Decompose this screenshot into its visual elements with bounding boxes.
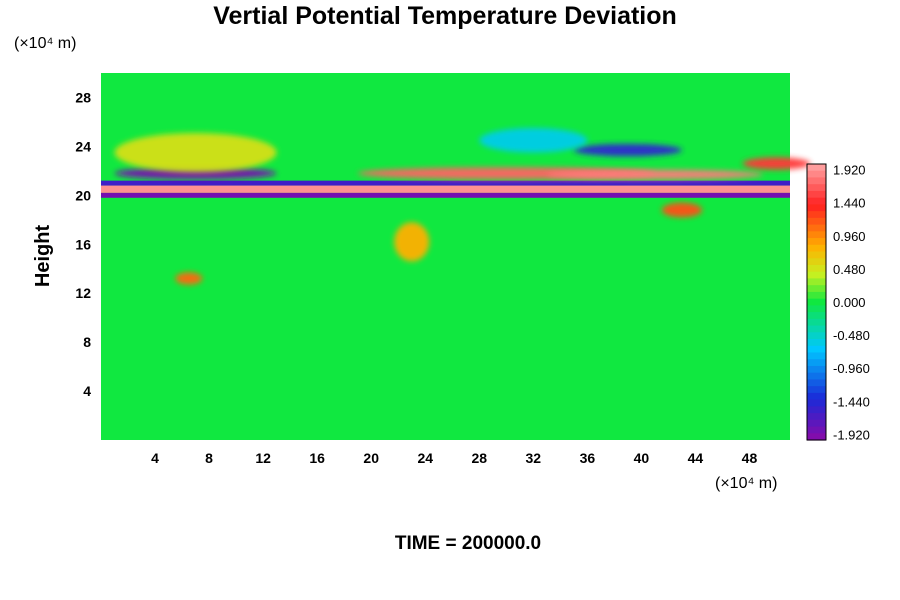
colorbar-segment (807, 271, 826, 280)
heatmap-background (101, 73, 790, 440)
colorbar-segment (807, 426, 826, 434)
y-tick-label: 20 (75, 187, 91, 203)
colorbar-segment (807, 251, 826, 259)
y-axis-unit: (×10⁴ m) (14, 35, 76, 52)
y-tick-label: 24 (75, 138, 91, 154)
colorbar-segment (807, 352, 826, 360)
x-tick-label: 48 (742, 450, 758, 466)
heatmap-blob (661, 202, 703, 218)
colorbar-segment (807, 332, 826, 340)
x-tick-label: 44 (688, 450, 704, 466)
x-axis-unit: (×10⁴ m) (715, 475, 777, 492)
colorbar-segment (807, 413, 826, 421)
colorbar-tick-label: -1.440 (833, 394, 870, 409)
x-tick-label: 40 (634, 450, 650, 466)
colorbar-segment (807, 291, 826, 300)
colorbar-tick-label: 1.440 (833, 196, 866, 211)
x-tick-label: 8 (205, 450, 213, 466)
colorbar-tick-label: -1.920 (833, 427, 870, 442)
colorbar-tick-label: 0.960 (833, 229, 866, 244)
colorbar-segment (807, 278, 826, 286)
colorbar-segment (807, 305, 826, 313)
colorbar-segment (807, 204, 826, 212)
colorbar-tick-label: 0.000 (833, 295, 866, 310)
colorbar-segment (807, 217, 826, 226)
colorbar-tick-label: 0.480 (833, 262, 866, 277)
colorbar-segment (807, 325, 826, 333)
x-tick-label: 16 (309, 450, 325, 466)
colorbar-segment (807, 190, 826, 199)
colorbar-segment (807, 244, 826, 253)
colorbar-segment (807, 184, 826, 192)
x-tick-label: 20 (363, 450, 379, 466)
heatmap-blob (546, 169, 763, 180)
colorbar-tick-label: -0.960 (833, 361, 870, 376)
colorbar-segment (807, 197, 826, 205)
colorbar-segment (807, 164, 826, 172)
x-tick-label: 12 (255, 450, 271, 466)
plot-area (101, 73, 811, 440)
y-tick-label: 16 (75, 236, 91, 252)
colorbar-segment (807, 224, 826, 232)
colorbar-tick-label: -0.480 (833, 328, 870, 343)
colorbar-segment (807, 399, 826, 407)
colorbar-segment (807, 258, 826, 266)
y-tick-label: 28 (75, 89, 91, 105)
colorbar-segment (807, 177, 826, 185)
heatmap-blob (742, 157, 811, 170)
colorbar-segment (807, 231, 826, 239)
colorbar-segment (807, 264, 826, 273)
colorbar-segment (807, 365, 826, 374)
x-tick-label: 32 (526, 450, 542, 466)
heatmap-blob (479, 128, 588, 153)
heatmap-blob (114, 167, 277, 180)
colorbar-frame (806, 163, 827, 441)
colorbar-segment (807, 211, 826, 219)
heatmap-blob (114, 132, 277, 173)
colorbar-segment (807, 298, 826, 306)
y-tick-label: 4 (83, 383, 91, 399)
heatmap-band (101, 185, 790, 193)
heatmap-blob (573, 143, 682, 157)
colorbar-segment (807, 318, 826, 327)
y-axis-label: Height (32, 225, 54, 288)
colorbar-segment (807, 406, 826, 414)
colorbar-segment (807, 392, 826, 401)
colorbar-segment (807, 372, 826, 381)
colorbar-segment (807, 339, 826, 347)
x-tick-label: 24 (417, 450, 433, 466)
colorbar-segment (807, 285, 826, 293)
colorbar-segment (807, 359, 826, 367)
x-tick-label: 4 (151, 450, 159, 466)
time-label: TIME = 200000.0 (395, 533, 541, 554)
colorbar: 1.920 1.440 0.960 0.480 0.000 -0.480 -0.960 -1.… (806, 163, 870, 442)
heatmap-band (101, 192, 790, 198)
chart-title: Vertial Potential Temperature Deviation (213, 2, 677, 30)
y-tick-label: 8 (83, 334, 91, 350)
y-tick-label: 12 (75, 285, 91, 301)
colorbar-segment (807, 419, 826, 428)
colorbar-segment (807, 170, 826, 179)
heatmap-blob (175, 272, 203, 285)
colorbar-tick-label: 1.920 (833, 163, 866, 178)
colorbar-segment (807, 345, 826, 354)
x-tick-label: 36 (580, 450, 596, 466)
x-tick-label: 28 (471, 450, 487, 466)
colorbar-segment (807, 312, 826, 320)
colorbar-segment (807, 433, 826, 441)
heatmap-blob (394, 222, 430, 262)
colorbar-segment (807, 238, 826, 246)
heatmap-band (101, 180, 790, 186)
colorbar-segment (807, 386, 826, 394)
colorbar-segment (807, 379, 826, 387)
